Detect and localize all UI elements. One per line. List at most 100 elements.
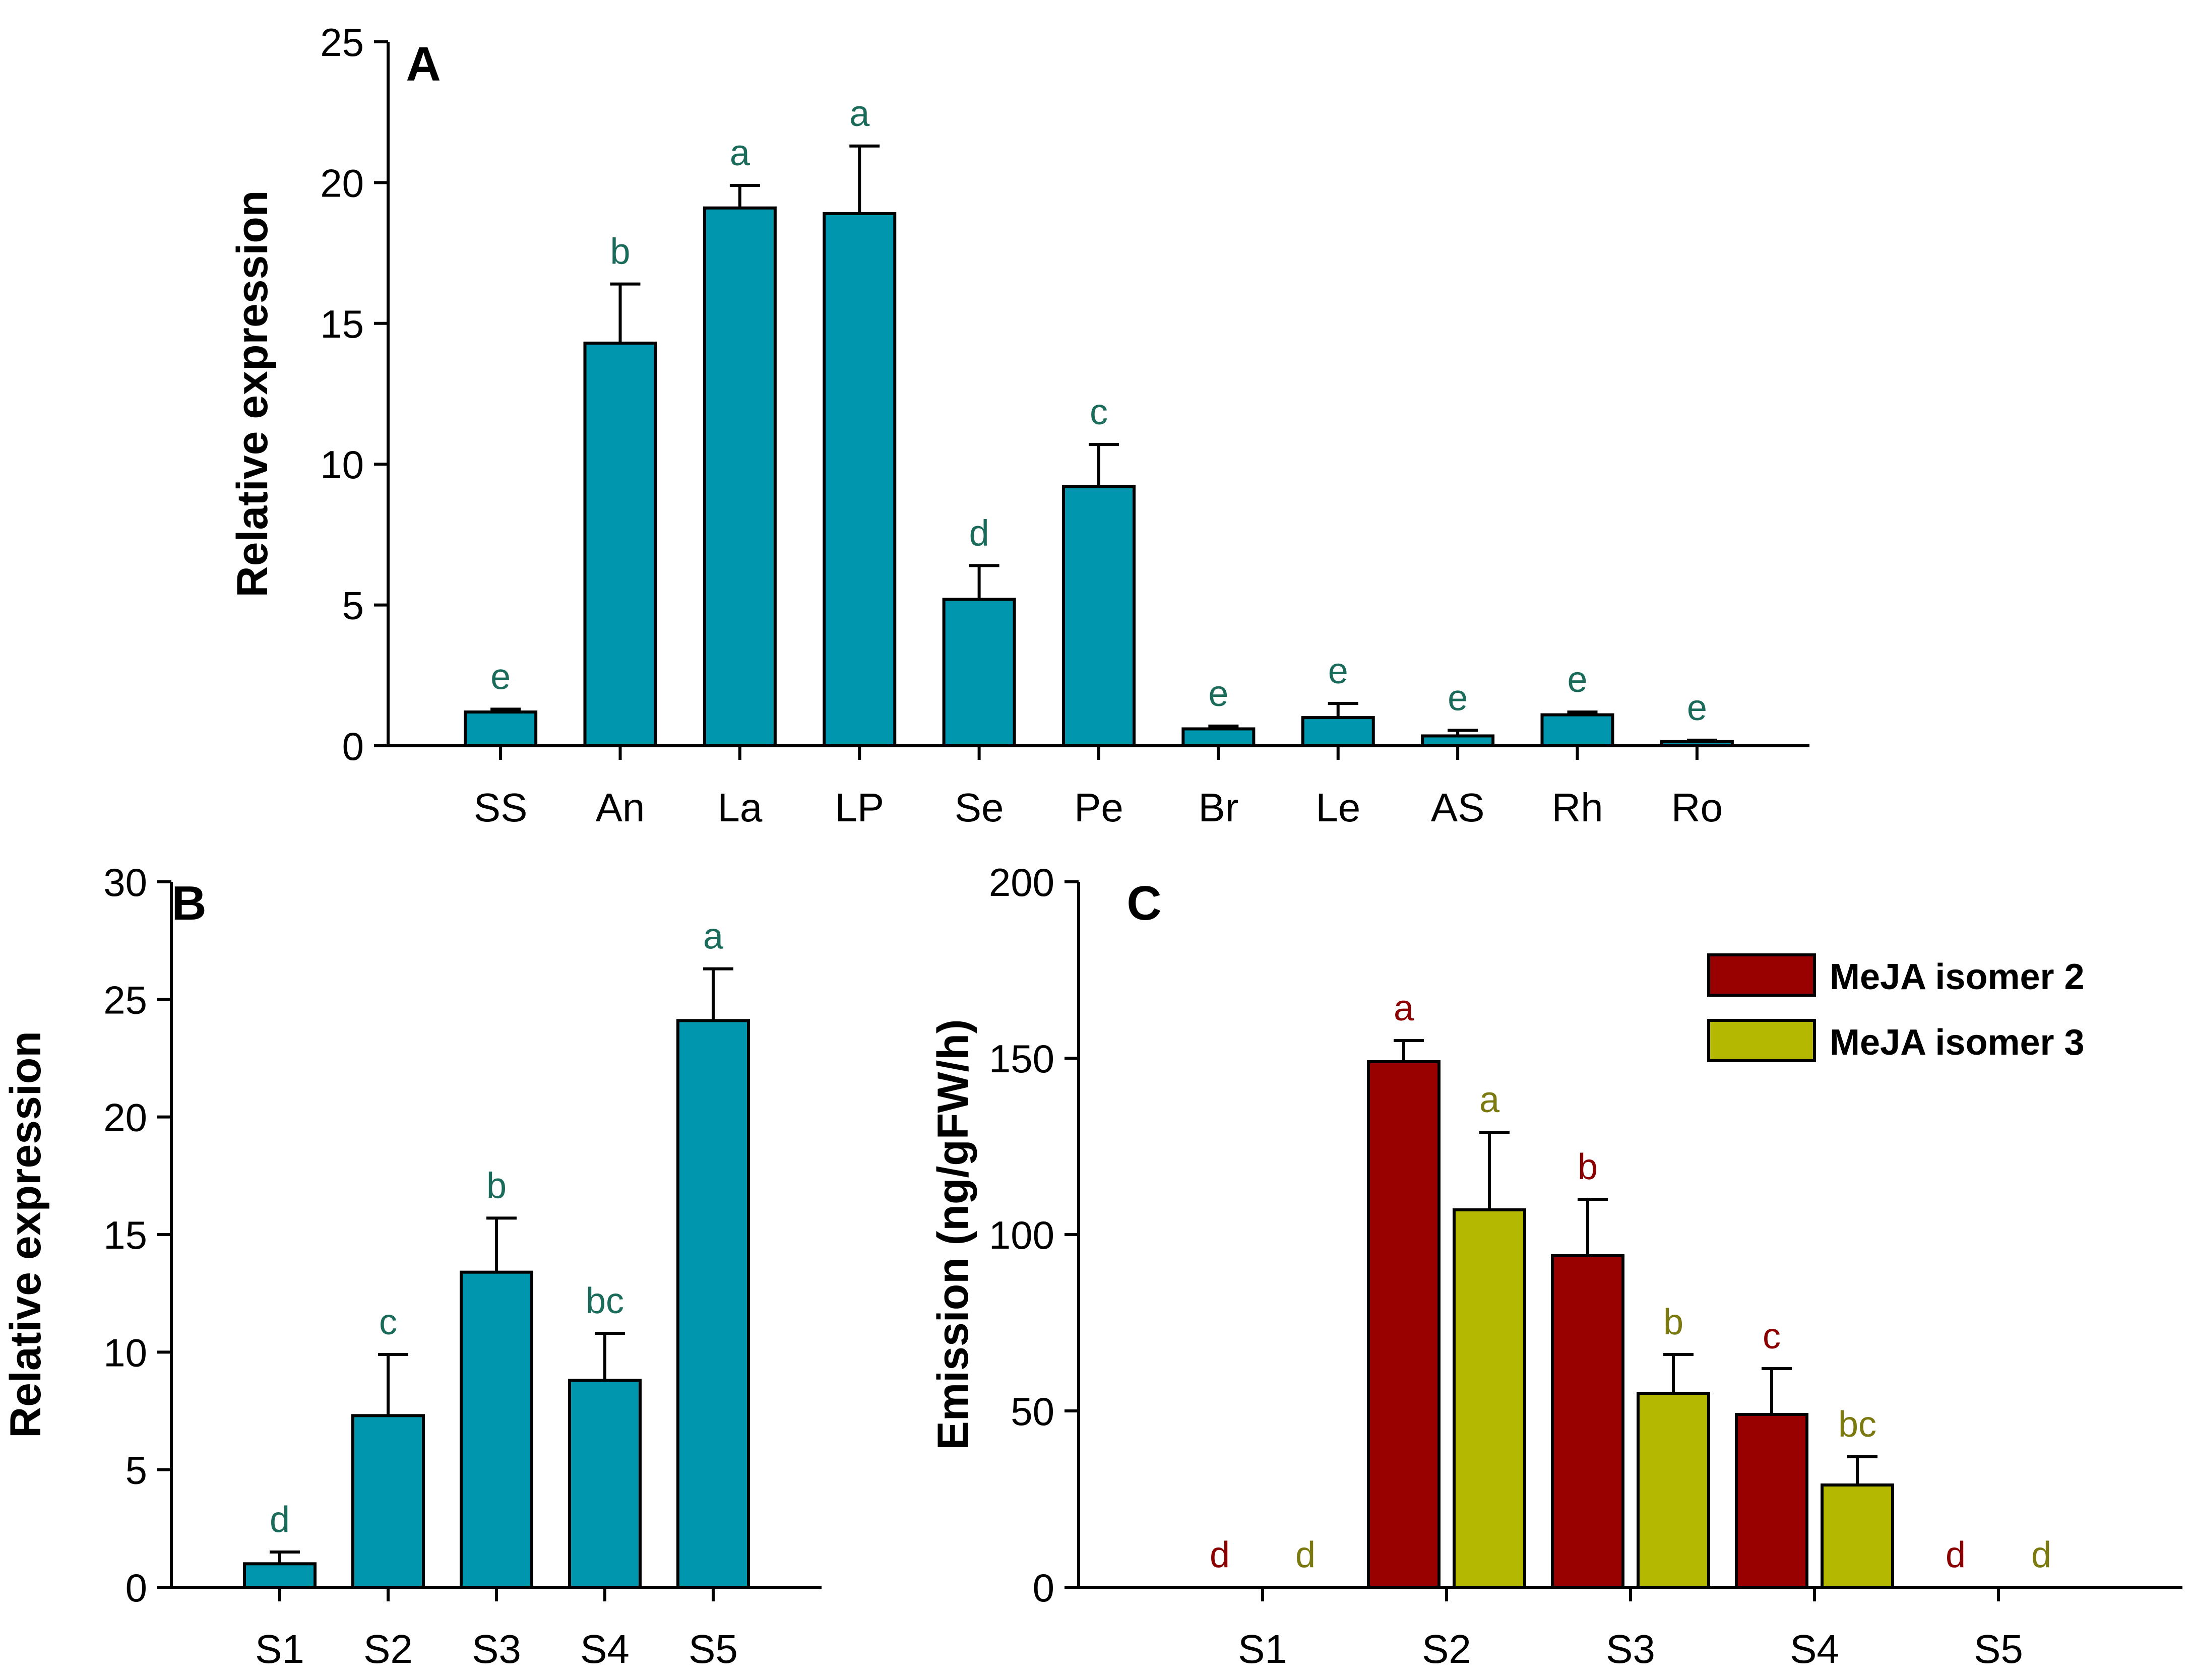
significance-label: e xyxy=(1208,674,1228,714)
significance-label: a xyxy=(1394,988,1414,1028)
bar xyxy=(243,1562,317,1589)
bar xyxy=(1062,485,1136,747)
y-tick-label: 5 xyxy=(342,584,364,628)
bar xyxy=(583,341,657,747)
bar xyxy=(1660,740,1734,748)
significance-label: e xyxy=(1567,660,1587,700)
x-tick-label: Ro xyxy=(1671,785,1723,830)
significance-label: e xyxy=(490,657,511,697)
bar xyxy=(942,598,1016,747)
significance-label: e xyxy=(1448,678,1468,718)
y-tick-label: 30 xyxy=(103,860,147,904)
y-tick-label: 200 xyxy=(989,860,1054,904)
x-tick-label: S3 xyxy=(1606,1627,1655,1671)
y-tick-label: 20 xyxy=(103,1095,147,1140)
x-tick-label: S1 xyxy=(255,1627,304,1671)
y-tick-label: 100 xyxy=(989,1213,1054,1257)
x-tick-label: S3 xyxy=(472,1627,521,1671)
y-axis-label: Relative expression xyxy=(2,1031,50,1438)
x-tick-label: Pe xyxy=(1074,785,1123,830)
bar xyxy=(464,710,538,747)
significance-label: bc xyxy=(1838,1404,1876,1445)
significance-label: b xyxy=(486,1166,507,1206)
significance-label: a xyxy=(1479,1080,1500,1120)
x-tick-label: LP xyxy=(835,785,884,830)
legend-swatch xyxy=(1707,953,1816,997)
significance-label: b xyxy=(1663,1302,1683,1342)
significance-label: d xyxy=(1946,1535,1966,1575)
significance-label: a xyxy=(730,133,750,173)
bar xyxy=(1551,1254,1624,1589)
significance-label: c xyxy=(1763,1316,1781,1356)
x-tick-label: S5 xyxy=(688,1627,738,1671)
y-tick-label: 20 xyxy=(320,161,364,205)
legend-swatch xyxy=(1707,1019,1816,1062)
x-tick-label: La xyxy=(717,785,762,830)
bar xyxy=(1540,713,1614,747)
significance-label: b xyxy=(1578,1147,1598,1187)
significance-label: b xyxy=(610,232,630,272)
panel-c-chart: 0 50 100 150 200 Emission (ng/gFW/h) C S1 d d S2 a a… xyxy=(929,860,2182,1671)
bar xyxy=(823,212,897,747)
significance-label: a xyxy=(849,94,870,134)
bar xyxy=(1301,716,1375,747)
significance-label: d xyxy=(969,513,989,553)
y-axis-label: Relative expression xyxy=(228,190,277,598)
bar xyxy=(1453,1208,1526,1589)
panel-label: C xyxy=(1126,876,1161,930)
x-tick-label: Br xyxy=(1198,785,1238,830)
bar xyxy=(1421,734,1495,748)
bar xyxy=(351,1414,425,1589)
y-tick-label: 10 xyxy=(103,1330,147,1375)
y-tick-label: 0 xyxy=(342,724,364,768)
x-tick-label: Le xyxy=(1316,785,1360,830)
x-tick-label: SS xyxy=(474,785,528,830)
y-tick-label: 0 xyxy=(126,1566,147,1610)
x-tick-label: S4 xyxy=(580,1627,630,1671)
significance-label: bc xyxy=(586,1281,624,1321)
panel-label: A xyxy=(406,37,441,91)
y-tick-label: 15 xyxy=(103,1213,147,1257)
significance-label: d xyxy=(2031,1535,2051,1575)
y-axis-label: Emission (ng/gFW/h) xyxy=(929,1019,977,1450)
bar xyxy=(703,206,777,747)
bar xyxy=(676,1019,750,1589)
bar xyxy=(1367,1060,1441,1589)
y-tick-label: 10 xyxy=(320,442,364,487)
bar xyxy=(1821,1483,1894,1589)
bar xyxy=(1637,1392,1710,1589)
significance-label: e xyxy=(1328,651,1348,691)
y-tick-label: 5 xyxy=(126,1448,147,1493)
legend-label: MeJA isomer 3 xyxy=(1830,1022,2085,1063)
significance-label: c xyxy=(379,1302,397,1342)
bar xyxy=(460,1270,533,1589)
panel-label: B xyxy=(171,876,206,930)
bar xyxy=(1735,1413,1808,1589)
significance-label: d xyxy=(1295,1535,1316,1575)
x-tick-label: S1 xyxy=(1238,1627,1287,1671)
x-tick-label: S5 xyxy=(1974,1627,2023,1671)
significance-label: d xyxy=(270,1500,290,1540)
y-tick-label: 15 xyxy=(320,302,364,346)
x-tick-label: An xyxy=(596,785,645,830)
significance-label: a xyxy=(703,917,724,957)
x-tick-label: S2 xyxy=(1422,1627,1471,1671)
significance-label: d xyxy=(1210,1535,1230,1575)
legend-label: MeJA isomer 2 xyxy=(1830,957,2085,997)
panel-b-chart: 0 5 10 15 20 25 30 Relative expression B S1 d S2 c S3… xyxy=(2,860,822,1671)
y-tick-label: 150 xyxy=(989,1037,1054,1081)
bar xyxy=(1181,727,1256,748)
significance-label: c xyxy=(1090,392,1108,432)
y-tick-label: 25 xyxy=(320,20,364,64)
x-tick-label: Rh xyxy=(1551,785,1603,830)
y-tick-label: 25 xyxy=(103,978,147,1022)
bar xyxy=(568,1379,642,1589)
x-tick-label: Se xyxy=(955,785,1004,830)
y-tick-label: 50 xyxy=(1011,1389,1054,1434)
x-tick-label: S2 xyxy=(363,1627,413,1671)
x-tick-label: AS xyxy=(1431,785,1485,830)
significance-label: e xyxy=(1687,688,1707,728)
